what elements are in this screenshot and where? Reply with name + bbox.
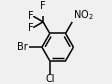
- Text: F: F: [40, 1, 45, 11]
- Text: Br: Br: [17, 42, 28, 52]
- Text: NO$_2$: NO$_2$: [72, 8, 92, 22]
- Text: Cl: Cl: [45, 74, 54, 84]
- Text: F: F: [27, 23, 33, 33]
- Text: F: F: [27, 11, 33, 21]
